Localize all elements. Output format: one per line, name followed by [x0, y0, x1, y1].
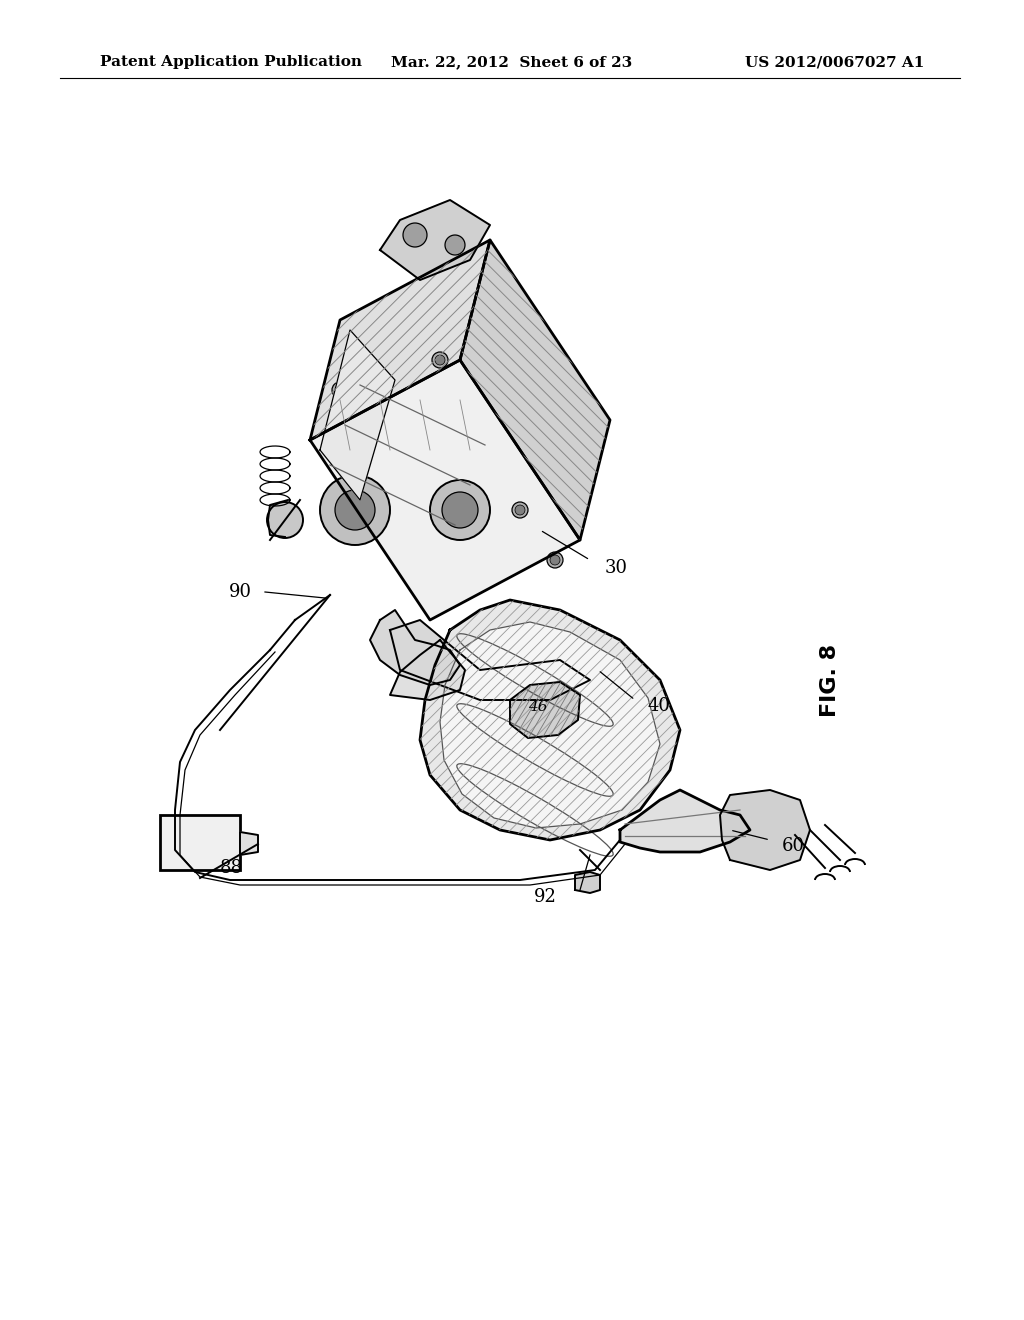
Polygon shape: [575, 873, 600, 894]
Circle shape: [445, 235, 465, 255]
Text: FIG. 8: FIG. 8: [820, 643, 840, 717]
Circle shape: [432, 352, 449, 368]
Polygon shape: [310, 360, 580, 620]
Polygon shape: [510, 682, 580, 738]
Circle shape: [403, 223, 427, 247]
Circle shape: [430, 480, 490, 540]
FancyBboxPatch shape: [160, 814, 240, 870]
Polygon shape: [420, 601, 680, 840]
Circle shape: [550, 554, 560, 565]
Text: 60: 60: [782, 837, 805, 855]
Circle shape: [332, 381, 348, 399]
Polygon shape: [370, 610, 460, 685]
Text: 88: 88: [220, 859, 243, 876]
Circle shape: [512, 502, 528, 517]
Text: 30: 30: [605, 558, 628, 577]
Polygon shape: [319, 330, 395, 500]
Circle shape: [335, 490, 375, 531]
Text: 40: 40: [648, 697, 671, 715]
Circle shape: [435, 355, 445, 366]
Polygon shape: [440, 622, 660, 828]
Polygon shape: [240, 832, 258, 855]
Polygon shape: [310, 240, 490, 440]
Circle shape: [267, 502, 303, 539]
Circle shape: [547, 552, 563, 568]
Text: 92: 92: [534, 888, 556, 906]
Text: 90: 90: [229, 583, 252, 601]
Circle shape: [442, 492, 478, 528]
Polygon shape: [460, 240, 610, 540]
Polygon shape: [720, 789, 810, 870]
Text: Mar. 22, 2012  Sheet 6 of 23: Mar. 22, 2012 Sheet 6 of 23: [391, 55, 633, 69]
Polygon shape: [390, 640, 465, 700]
Text: Patent Application Publication: Patent Application Publication: [100, 55, 362, 69]
Circle shape: [319, 475, 390, 545]
Text: 46: 46: [528, 700, 548, 714]
Polygon shape: [380, 201, 490, 280]
Circle shape: [515, 506, 525, 515]
Circle shape: [335, 385, 345, 395]
Text: US 2012/0067027 A1: US 2012/0067027 A1: [744, 55, 924, 69]
Polygon shape: [620, 789, 750, 851]
Polygon shape: [390, 620, 590, 700]
